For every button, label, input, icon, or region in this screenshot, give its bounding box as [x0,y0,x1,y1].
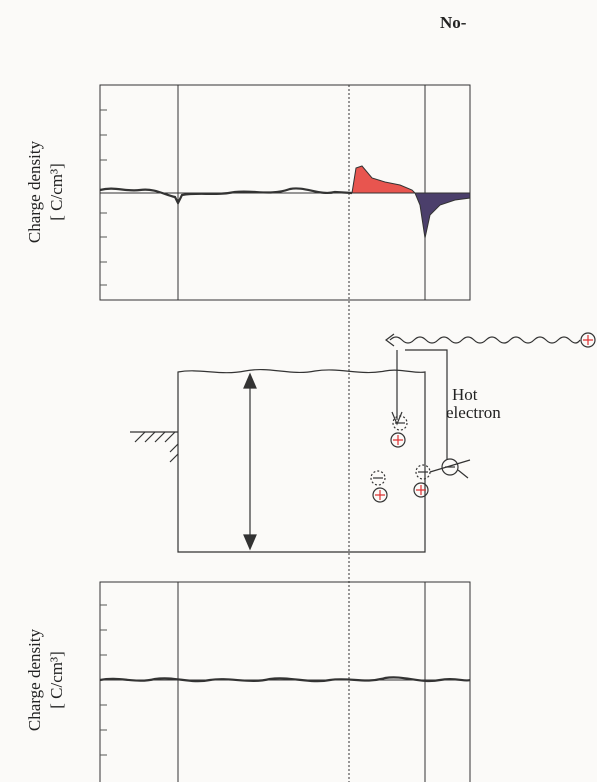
y-axis-label: Charge density [25,628,44,731]
y-axis-unit: [ C/cm³] [47,651,66,709]
hot-electron-label: Hot [452,385,478,404]
schematic [130,332,596,553]
top-panel [99,84,471,301]
bottom-panel [99,581,471,782]
page-header: No- [440,13,467,32]
hot-electron-label: electron [446,403,501,422]
y-axis-unit: [ C/cm³] [47,163,66,221]
y-axis-label: Charge density [25,140,44,243]
